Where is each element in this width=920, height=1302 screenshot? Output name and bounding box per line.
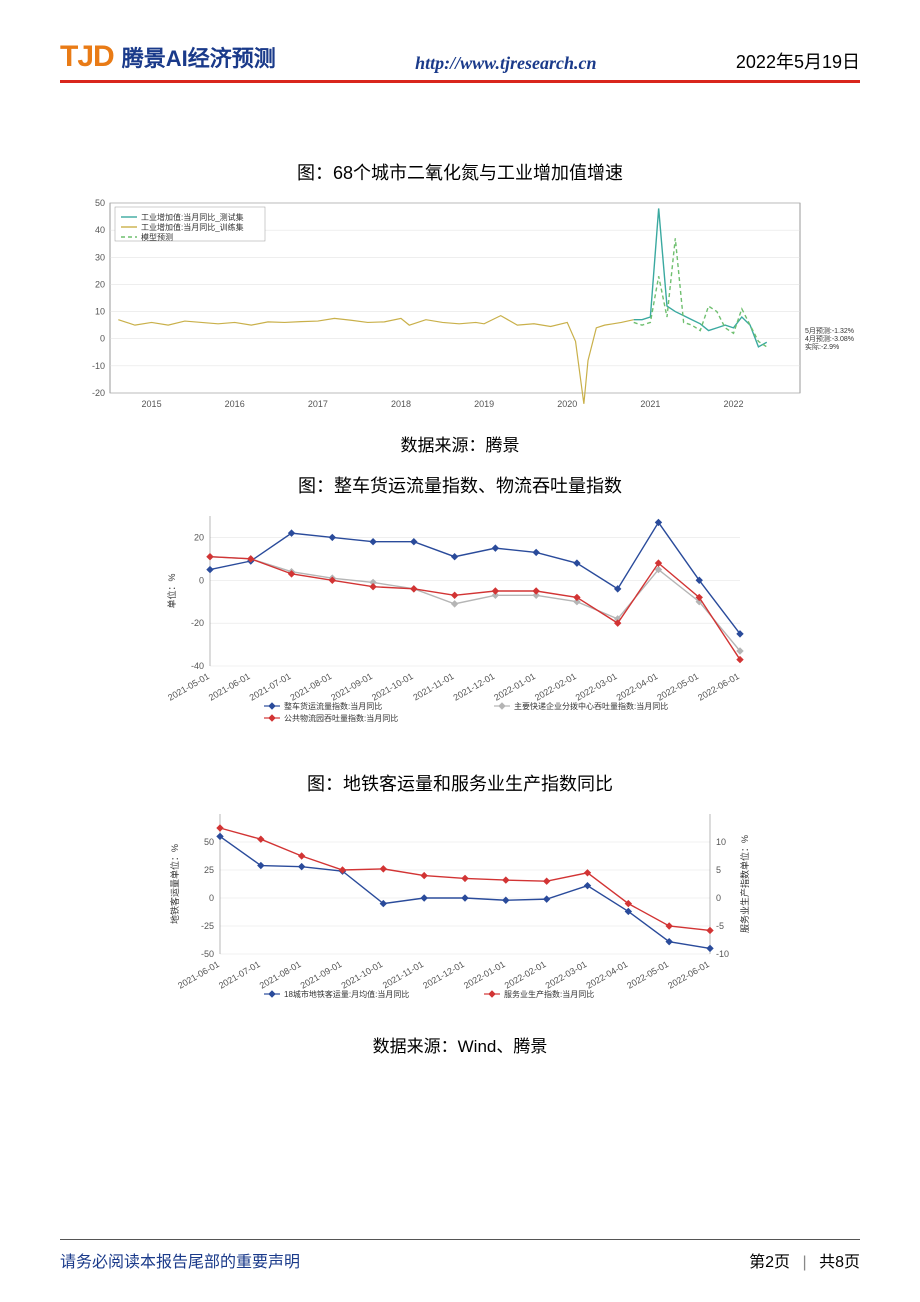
- svg-text:2022-06-01: 2022-06-01: [696, 671, 741, 703]
- svg-text:2022-04-01: 2022-04-01: [615, 671, 660, 703]
- logo-block: TJD 腾景AI经济预测: [60, 40, 276, 74]
- svg-text:工业增加值:当月同比_训练集: 工业增加值:当月同比_训练集: [141, 222, 244, 232]
- chart1-title: 图：68个城市二氧化氮与工业增加值增速: [60, 159, 860, 185]
- svg-text:10: 10: [716, 837, 726, 847]
- svg-text:2021: 2021: [640, 399, 660, 409]
- svg-text:0: 0: [100, 334, 105, 344]
- svg-text:30: 30: [95, 252, 105, 262]
- svg-text:0: 0: [716, 893, 721, 903]
- svg-text:2022-01-01: 2022-01-01: [492, 671, 537, 703]
- svg-text:10: 10: [95, 307, 105, 317]
- svg-text:2022-03-01: 2022-03-01: [574, 671, 619, 703]
- svg-text:-20: -20: [92, 388, 105, 398]
- svg-text:2022-04-01: 2022-04-01: [584, 959, 629, 991]
- logo-abbrev: TJD: [60, 40, 114, 74]
- svg-text:地铁客运量单位：%: 地铁客运量单位：%: [169, 844, 180, 924]
- svg-text:-25: -25: [201, 921, 214, 931]
- svg-text:2021-11-01: 2021-11-01: [411, 671, 455, 702]
- chart3-source: 数据来源：Wind、腾景: [60, 1032, 860, 1057]
- svg-text:18城市地铁客运量:月均值:当月同比: 18城市地铁客运量:月均值:当月同比: [284, 989, 409, 999]
- svg-text:2022-01-01: 2022-01-01: [462, 959, 507, 991]
- svg-text:实际:-2.9%: 实际:-2.9%: [805, 342, 839, 351]
- svg-text:2021-07-01: 2021-07-01: [217, 959, 262, 991]
- svg-text:2021-10-01: 2021-10-01: [339, 959, 384, 991]
- svg-text:0: 0: [199, 575, 204, 585]
- chart2: -40 -20 0 20 单位：% 2021-05-012021-06-012021-07…: [150, 506, 770, 736]
- svg-text:-40: -40: [191, 661, 204, 671]
- page-footer: 请务必阅读本报告尾部的重要声明 第2页 | 共8页: [60, 1239, 860, 1272]
- svg-text:2021-09-01: 2021-09-01: [299, 959, 344, 991]
- chart3-title: 图：地铁客运量和服务业生产指数同比: [60, 770, 860, 796]
- svg-text:服务业生产指数单位：%: 服务业生产指数单位：%: [739, 835, 750, 933]
- svg-text:5月预测:-1.32%: 5月预测:-1.32%: [805, 326, 854, 335]
- svg-text:20: 20: [194, 532, 204, 542]
- svg-text:2021-05-01: 2021-05-01: [166, 671, 211, 703]
- svg-text:主要快递企业分拨中心吞吐量指数:当月同比: 主要快递企业分拨中心吞吐量指数:当月同比: [514, 701, 668, 711]
- svg-text:-10: -10: [716, 949, 729, 959]
- svg-text:2021-06-01: 2021-06-01: [176, 959, 221, 991]
- svg-text:2022-03-01: 2022-03-01: [544, 959, 589, 991]
- svg-text:2021-12-01: 2021-12-01: [452, 671, 497, 703]
- svg-text:2021-10-01: 2021-10-01: [370, 671, 415, 703]
- chart1-source: 数据来源：腾景: [60, 431, 860, 456]
- svg-text:2016: 2016: [225, 399, 245, 409]
- header-date: 2022年5月19日: [736, 48, 860, 74]
- svg-text:单位：%: 单位：%: [166, 573, 177, 608]
- svg-text:-20: -20: [191, 618, 204, 628]
- svg-text:服务业生产指数:当月同比: 服务业生产指数:当月同比: [504, 989, 594, 999]
- svg-text:公共物流园吞吐量指数:当月同比: 公共物流园吞吐量指数:当月同比: [284, 713, 398, 723]
- svg-text:0: 0: [209, 893, 214, 903]
- chart1: -20 -10 0 10 20 30 40 50 2015 2016 2017 2018 2019 202…: [60, 193, 860, 423]
- page-total: 共8页: [819, 1254, 860, 1271]
- svg-text:-5: -5: [716, 921, 724, 931]
- svg-text:2022-05-01: 2022-05-01: [625, 959, 670, 991]
- svg-text:2019: 2019: [474, 399, 494, 409]
- svg-text:2015: 2015: [142, 399, 162, 409]
- svg-text:2022-05-01: 2022-05-01: [655, 671, 700, 703]
- svg-text:2020: 2020: [557, 399, 577, 409]
- svg-text:2022-02-01: 2022-02-01: [533, 671, 578, 703]
- svg-text:2021-06-01: 2021-06-01: [207, 671, 252, 703]
- header-url: http://www.tjresearch.cn: [415, 53, 596, 74]
- svg-text:工业增加值:当月同比_测试集: 工业增加值:当月同比_测试集: [141, 212, 244, 222]
- page-current: 第2页: [749, 1254, 790, 1271]
- report-header: TJD 腾景AI经济预测 http://www.tjresearch.cn 20…: [60, 40, 860, 83]
- page-separator: |: [802, 1254, 806, 1271]
- footer-disclaimer: 请务必阅读本报告尾部的重要声明: [60, 1248, 300, 1272]
- svg-text:50: 50: [204, 837, 214, 847]
- logo-chinese: 腾景AI经济预测: [122, 41, 276, 73]
- svg-text:2021-11-01: 2021-11-01: [381, 959, 425, 990]
- svg-text:25: 25: [204, 865, 214, 875]
- footer-pagenum: 第2页 | 共8页: [749, 1248, 860, 1272]
- svg-text:20: 20: [95, 279, 105, 289]
- svg-text:2021-08-01: 2021-08-01: [288, 671, 333, 703]
- svg-text:2022-02-01: 2022-02-01: [503, 959, 548, 991]
- svg-text:50: 50: [95, 198, 105, 208]
- svg-text:5: 5: [716, 865, 721, 875]
- svg-text:2021-12-01: 2021-12-01: [421, 959, 466, 991]
- svg-text:-50: -50: [201, 949, 214, 959]
- svg-text:40: 40: [95, 225, 105, 235]
- chart3: -50-2502550-10-50510地铁客运量单位：%服务业生产指数单位：%…: [150, 804, 770, 1024]
- svg-text:2021-07-01: 2021-07-01: [248, 671, 293, 703]
- svg-text:2022-06-01: 2022-06-01: [666, 959, 711, 991]
- svg-text:2021-09-01: 2021-09-01: [329, 671, 374, 703]
- svg-text:2021-08-01: 2021-08-01: [258, 959, 303, 991]
- svg-text:2022: 2022: [723, 399, 743, 409]
- svg-text:2018: 2018: [391, 399, 411, 409]
- svg-text:2017: 2017: [308, 399, 328, 409]
- svg-text:整车货运流量指数:当月同比: 整车货运流量指数:当月同比: [284, 701, 382, 711]
- svg-text:-10: -10: [92, 361, 105, 371]
- chart2-title: 图：整车货运流量指数、物流吞吐量指数: [60, 472, 860, 498]
- svg-text:4月预测:-3.08%: 4月预测:-3.08%: [805, 334, 854, 343]
- svg-text:模型预测: 模型预测: [141, 232, 173, 242]
